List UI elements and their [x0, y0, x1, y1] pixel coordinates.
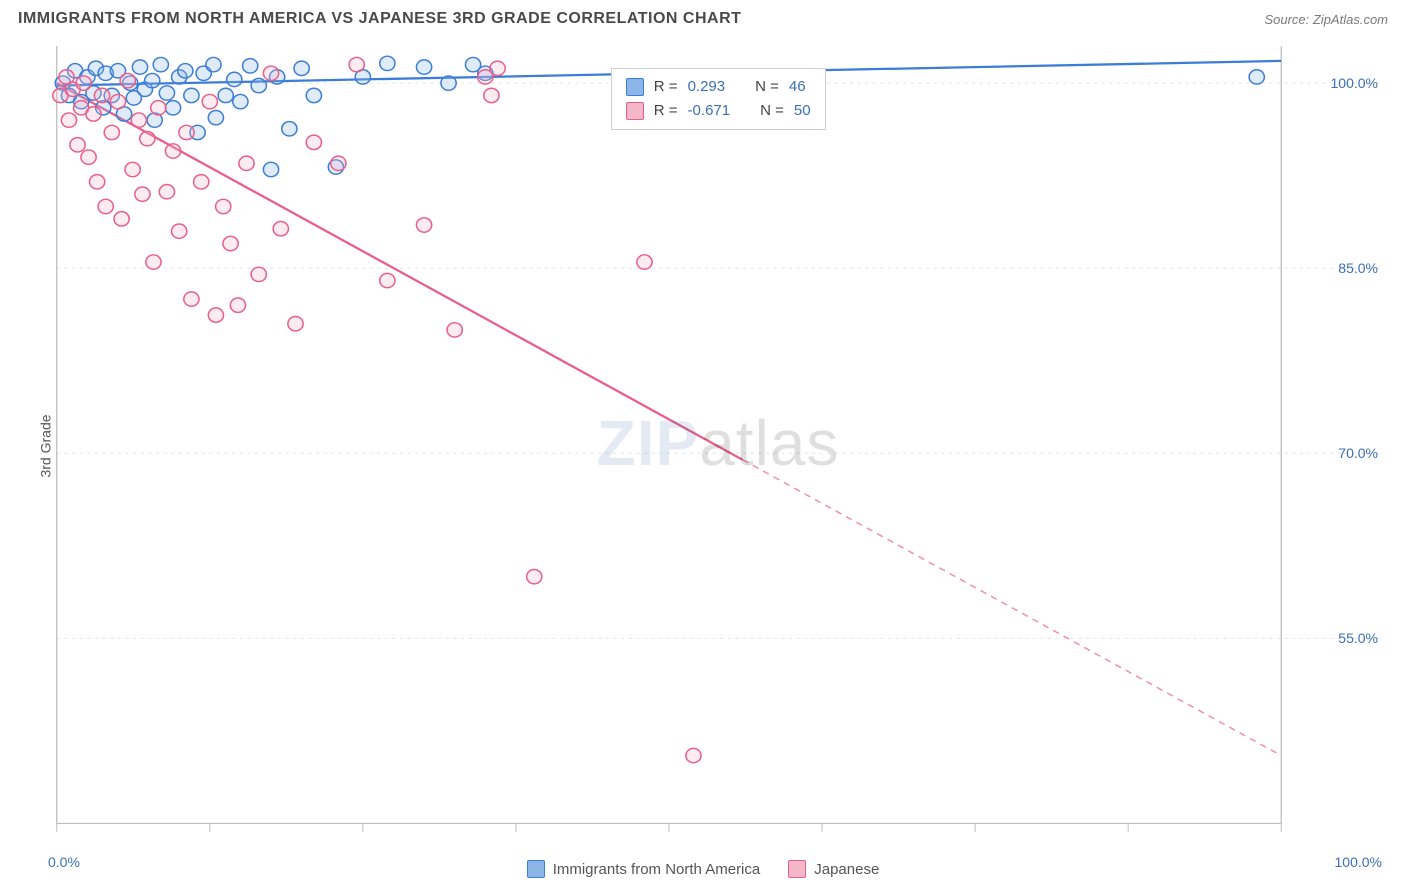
n-label: N =: [760, 99, 784, 123]
legend-label-jp: Japanese: [814, 861, 879, 878]
n-label: N =: [755, 75, 779, 99]
correlation-legend-row: R = -0.671 N = 50: [626, 99, 811, 123]
legend-swatch-na: [527, 860, 545, 878]
series-legend: Immigrants from North America Japanese: [0, 860, 1406, 878]
r-label: R =: [654, 75, 678, 99]
r-label: R =: [654, 99, 678, 123]
legend-swatch-icon: [626, 78, 644, 96]
scatter-plot-svg: [48, 42, 1388, 844]
y-tick-label: 100.0%: [1331, 75, 1378, 91]
legend-item-na: Immigrants from North America: [527, 860, 761, 878]
legend-swatch-icon: [626, 102, 644, 120]
legend-swatch-jp: [788, 860, 806, 878]
chart-area: ZIPatlas R =0.293N =46R =-0.671N =50 55.…: [48, 42, 1388, 844]
source-label: Source: ZipAtlas.com: [1264, 12, 1388, 27]
n-value: 46: [789, 75, 806, 99]
y-tick-label: 70.0%: [1338, 445, 1378, 461]
y-tick-label: 85.0%: [1338, 260, 1378, 276]
chart-title: IMMIGRANTS FROM NORTH AMERICA VS JAPANES…: [18, 10, 741, 28]
n-value: 50: [794, 99, 811, 123]
correlation-legend-row: R = 0.293 N = 46: [626, 75, 811, 99]
r-value: 0.293: [688, 75, 726, 99]
legend-label-na: Immigrants from North America: [553, 861, 761, 878]
r-value: -0.671: [688, 99, 731, 123]
correlation-legend-box: R =0.293N =46R =-0.671N =50: [611, 68, 826, 130]
y-tick-label: 55.0%: [1338, 630, 1378, 646]
legend-item-jp: Japanese: [788, 860, 879, 878]
